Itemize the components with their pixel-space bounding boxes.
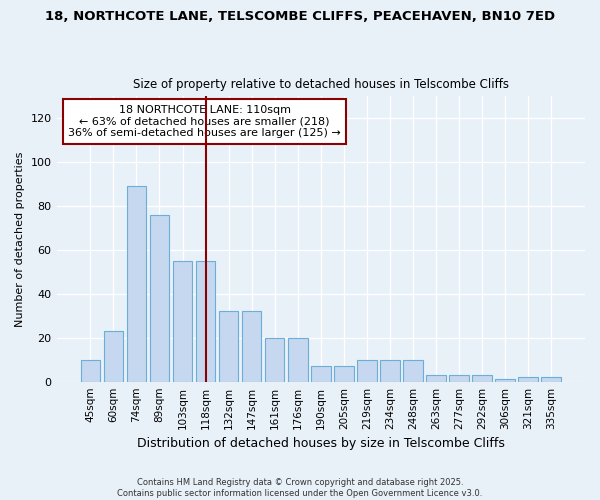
Bar: [265, 338, 284, 382]
Text: 18, NORTHCOTE LANE, TELSCOMBE CLIFFS, PEACEHAVEN, BN10 7ED: 18, NORTHCOTE LANE, TELSCOMBE CLIFFS, PE…: [45, 10, 555, 23]
Bar: [426, 375, 446, 382]
Bar: [80, 360, 100, 382]
Bar: [449, 375, 469, 382]
Bar: [311, 366, 331, 382]
Bar: [196, 261, 215, 382]
Bar: [104, 331, 123, 382]
Bar: [472, 375, 492, 382]
Text: Contains HM Land Registry data © Crown copyright and database right 2025.
Contai: Contains HM Land Registry data © Crown c…: [118, 478, 482, 498]
Bar: [149, 215, 169, 382]
Bar: [357, 360, 377, 382]
Bar: [242, 312, 262, 382]
Bar: [541, 378, 561, 382]
X-axis label: Distribution of detached houses by size in Telscombe Cliffs: Distribution of detached houses by size …: [137, 437, 505, 450]
Bar: [518, 378, 538, 382]
Bar: [173, 261, 193, 382]
Bar: [219, 312, 238, 382]
Bar: [334, 366, 353, 382]
Title: Size of property relative to detached houses in Telscombe Cliffs: Size of property relative to detached ho…: [133, 78, 509, 91]
Y-axis label: Number of detached properties: Number of detached properties: [15, 152, 25, 326]
Bar: [496, 380, 515, 382]
Bar: [380, 360, 400, 382]
Bar: [127, 186, 146, 382]
Text: 18 NORTHCOTE LANE: 110sqm
← 63% of detached houses are smaller (218)
36% of semi: 18 NORTHCOTE LANE: 110sqm ← 63% of detac…: [68, 105, 341, 138]
Bar: [288, 338, 308, 382]
Bar: [403, 360, 423, 382]
